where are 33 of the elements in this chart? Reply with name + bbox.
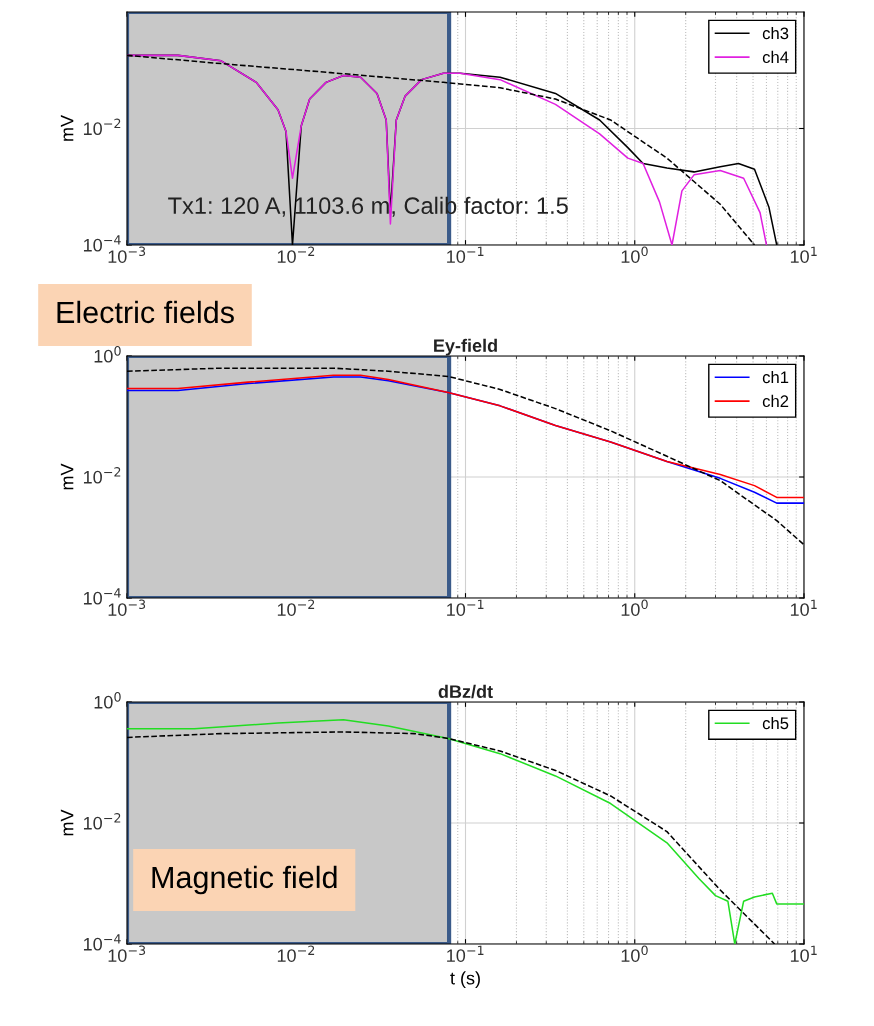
x-tick-label: 10$^{1}$	[790, 599, 817, 616]
x-axis-title: t (s)	[450, 971, 480, 989]
y-tick-label: 10$^{0}$	[94, 692, 121, 709]
x-tick-label: 10$^{−3}$	[108, 246, 146, 263]
x-tick-label: 10$^{−3}$	[108, 945, 146, 962]
legend-label: ch1	[762, 371, 789, 384]
legend-label: ch5	[762, 717, 789, 730]
y-tick-label: 10$^{−2}$	[83, 813, 121, 830]
text: Electric fields	[57, 300, 234, 324]
x-tick-label: 10$^{0}$	[621, 246, 648, 263]
legend-label: ch4	[762, 50, 789, 64]
y-axis-title: mV	[60, 115, 74, 141]
x-tick-label: 10$^{0}$	[621, 945, 648, 962]
chart-title: Ey-field	[434, 338, 497, 356]
legend-label: ch3	[762, 27, 789, 40]
x-tick-label: 10$^{−1}$	[447, 599, 484, 616]
chart-title: dBz/dt	[438, 684, 493, 699]
x-tick-label: 10$^{−3}$	[108, 599, 146, 616]
y-axis-title: mV	[60, 809, 74, 836]
y-tick-label: 10$^{−2}$	[83, 118, 121, 136]
y-tick-label: 10$^{−2}$	[83, 467, 121, 484]
y-tick-label: 10$^{0}$	[94, 346, 121, 363]
x-tick-label: 10$^{−2}$	[277, 599, 315, 616]
y-axis-title: mV	[60, 463, 74, 490]
x-tick-label: 10$^{−2}$	[277, 945, 315, 962]
legend-label: ch2	[762, 394, 789, 408]
x-tick-label: 10$^{−2}$	[277, 246, 315, 263]
x-tick-label: 10$^{−1}$	[447, 246, 484, 263]
x-tick-label: 10$^{1}$	[790, 945, 817, 962]
x-tick-label: 10$^{1}$	[790, 246, 817, 263]
annotation: Magnetic field	[152, 865, 337, 895]
x-tick-label: 10$^{0}$	[621, 599, 648, 616]
x-tick-label: 10$^{−1}$	[447, 945, 484, 962]
